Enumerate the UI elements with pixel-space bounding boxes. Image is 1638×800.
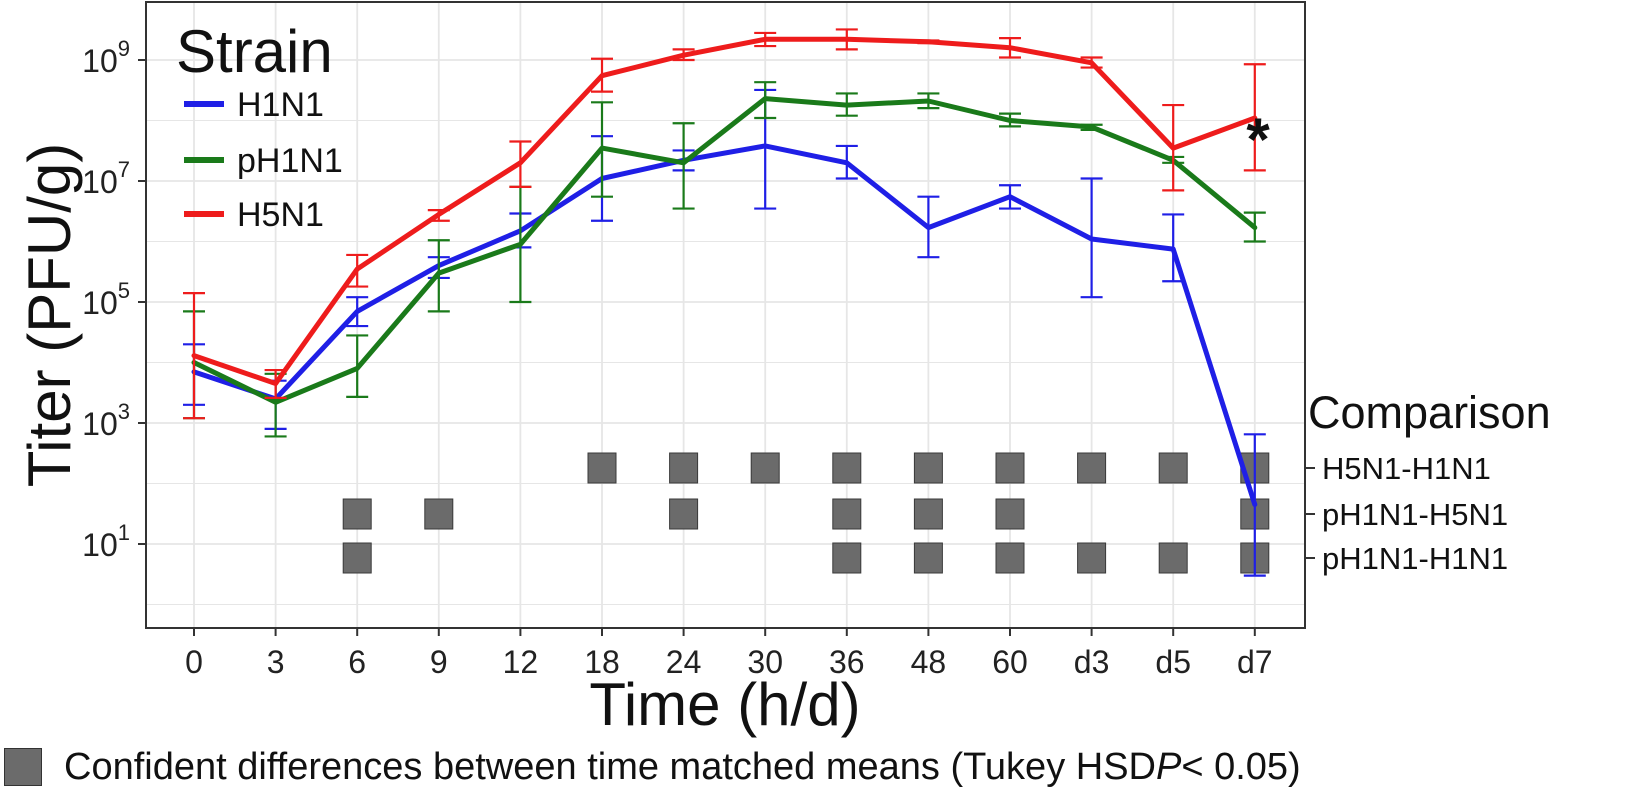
comparison-axis: H5N1-H1N1 pH1N1-H5N1 pH1N1-H1N1 — [1305, 451, 1508, 576]
comparison-marker — [832, 542, 862, 574]
comparison-title: Comparison — [1308, 387, 1551, 438]
legend: Strain H1N1 pH1N1 H5N1 — [176, 18, 343, 234]
y-tick-label: 109 — [82, 36, 130, 79]
y-tick-label: 107 — [82, 157, 130, 200]
comparison-marker — [342, 542, 372, 574]
series-line — [191, 143, 1258, 507]
x-tick-label: 9 — [430, 644, 448, 680]
footnote-italic-p: P — [1155, 745, 1182, 788]
comparison-marker — [913, 498, 943, 530]
comparison-marker — [995, 498, 1025, 530]
y-axis-title: Titer (PFU/g) — [16, 143, 83, 487]
x-tick-label: 24 — [666, 644, 702, 680]
comparison-marker — [995, 452, 1025, 484]
series-line — [191, 96, 1258, 405]
comparison-marker — [913, 542, 943, 574]
comparison-marker — [832, 452, 862, 484]
comparison-marker — [1158, 452, 1188, 484]
annotation-asterisk: * — [1246, 106, 1270, 173]
footnote: Confident differences between time match… — [4, 742, 1301, 792]
comparison-marker — [424, 498, 454, 530]
comparison-marker — [342, 498, 372, 530]
y-tick-label: 101 — [82, 520, 130, 563]
y-axis: 101 103 105 107 109 — [82, 36, 146, 563]
comparison-marker — [587, 452, 617, 484]
y-tick-label: 105 — [82, 278, 130, 321]
legend-label: H5N1 — [237, 196, 324, 234]
series-group — [183, 28, 1266, 420]
x-tick-label: 6 — [348, 644, 366, 680]
comparison-marker — [1158, 542, 1188, 574]
comparison-marker — [995, 542, 1025, 574]
x-tick-label: 30 — [747, 644, 783, 680]
comparison-marker — [669, 498, 699, 530]
series-group — [183, 81, 1266, 438]
x-tick-label: 48 — [911, 644, 947, 680]
legend-label: H1N1 — [237, 86, 324, 124]
x-tick-label: 12 — [503, 644, 539, 680]
y-tick-label: 103 — [82, 399, 130, 442]
x-axis-title: Time (h/d) — [589, 671, 860, 738]
x-tick-label: d3 — [1074, 644, 1110, 680]
series-lines — [183, 28, 1266, 577]
x-axis: 0 3 6 9 12 18 24 30 36 48 60 d3 d5 d7 — [185, 628, 1273, 680]
comparison-marker — [913, 452, 943, 484]
x-tick-label: 60 — [992, 644, 1028, 680]
footnote-text-before: Confident differences between time match… — [64, 745, 1156, 788]
x-tick-label: 18 — [584, 644, 620, 680]
comparison-label: H5N1-H1N1 — [1322, 451, 1491, 486]
x-tick-label: 0 — [185, 644, 203, 680]
plot-panel-border — [145, 1, 1306, 629]
comparison-marker — [1077, 542, 1107, 574]
legend-label: pH1N1 — [237, 142, 343, 180]
x-tick-label: d5 — [1155, 644, 1191, 680]
legend-title: Strain — [176, 18, 333, 85]
comparison-marker — [1077, 452, 1107, 484]
comparison-markers — [342, 452, 1270, 574]
x-tick-label: d7 — [1237, 644, 1273, 680]
comparison-label: pH1N1-H1N1 — [1322, 541, 1508, 576]
footnote-marker-swatch — [4, 748, 42, 786]
x-tick-label: 3 — [267, 644, 285, 680]
footnote-text-after: < 0.05) — [1181, 745, 1301, 788]
comparison-marker — [832, 498, 862, 530]
x-tick-label: 36 — [829, 644, 865, 680]
series-line — [191, 36, 1258, 386]
comparison-label: pH1N1-H5N1 — [1322, 497, 1508, 532]
comparison-marker — [750, 452, 780, 484]
comparison-marker — [669, 452, 699, 484]
